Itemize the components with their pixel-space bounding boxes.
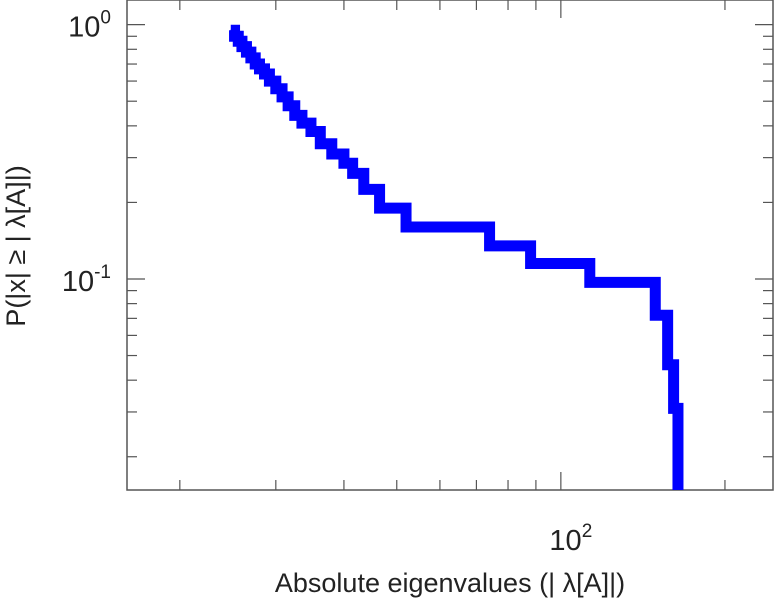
data-point [673, 407, 675, 409]
y-axis-title: P(|x| ≥ | λ[A]|) [1, 165, 31, 326]
y-tick-label-mantissa: 10 [62, 266, 94, 298]
data-point [343, 162, 345, 164]
data-point [667, 364, 669, 366]
x-tick-label-exponent: 2 [582, 521, 593, 542]
y-tick-label-exponent: 0 [100, 8, 111, 29]
axis-ticks [127, 0, 773, 490]
data-point [331, 153, 333, 155]
data-point [275, 88, 277, 90]
data-point [241, 46, 243, 48]
data-point [379, 207, 381, 209]
series-layer [229, 24, 684, 490]
x-tick-label: 102 [549, 521, 592, 557]
data-point [405, 226, 407, 228]
x-tick-label-mantissa: 10 [549, 525, 581, 557]
data-point [310, 131, 312, 133]
data-point [363, 188, 365, 190]
x-axis-title: Absolute eigenvalues (| λ[A]|) [275, 568, 625, 598]
data-point [287, 105, 289, 107]
data-point [281, 96, 283, 98]
y-tick-label: 100 [68, 8, 111, 44]
data-point [230, 29, 232, 31]
data-point [258, 68, 260, 70]
data-point [530, 263, 532, 265]
data-point [589, 281, 591, 283]
data-point [234, 35, 236, 37]
y-tick-label-exponent: -1 [94, 262, 111, 283]
data-point [319, 143, 321, 145]
data-point [237, 40, 239, 42]
data-point [654, 314, 656, 316]
y-tick-label-mantissa: 10 [68, 12, 100, 44]
data-point [264, 73, 266, 75]
data-point [301, 122, 303, 124]
data-point [250, 57, 252, 59]
y-tick-label: 10-1 [62, 262, 111, 298]
data-point [294, 114, 296, 116]
data-point [245, 51, 247, 53]
series-line [229, 24, 684, 490]
plot-frame [126, 0, 774, 491]
data-point [268, 80, 270, 82]
data-point [352, 172, 354, 174]
data-point [489, 245, 491, 247]
data-point [254, 63, 256, 65]
